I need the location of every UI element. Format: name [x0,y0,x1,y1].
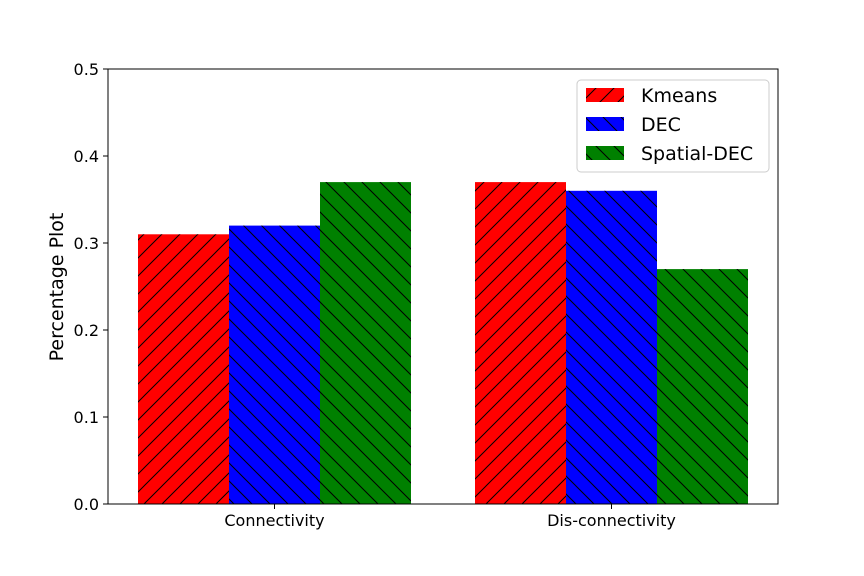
y-tick-label: 0.4 [74,147,99,166]
y-tick-label: 0.0 [74,495,99,514]
y-tick-label: 0.5 [74,60,99,79]
legend-label-kmeans: Kmeans [641,85,717,107]
y-tick-label: 0.1 [74,408,99,427]
bars-group [138,182,748,505]
bar-hatch-spatial-dec-dis-connectivity [657,269,748,504]
x-axis: Connectivity Dis-connectivity [224,504,676,530]
legend: Kmeans DEC Spatial-DEC [576,79,770,173]
y-axis: 0.0 0.1 0.2 0.3 0.4 0.5 [74,60,108,514]
bar-hatch-dec-dis-connectivity [566,190,657,505]
legend-swatch-hatch-spatial-dec [586,146,624,160]
bar-hatch-kmeans-dis-connectivity [475,182,566,504]
bar-hatch-dec-connectivity [229,225,320,504]
legend-swatch-hatch-kmeans [586,88,624,102]
x-tick-label: Connectivity [224,511,324,530]
legend-swatch-hatch-dec [586,117,624,131]
plot-area-frame [107,68,779,505]
legend-label-dec: DEC [641,114,681,136]
legend-frame [576,79,770,173]
y-tick-label: 0.2 [74,321,99,340]
y-axis-label: Percentage Plot [46,213,68,362]
bar-hatch-kmeans-connectivity [138,234,229,505]
y-tick-label: 0.3 [74,234,99,253]
x-tick-label: Dis-connectivity [547,511,676,530]
legend-label-spatial-dec: Spatial-DEC [641,143,753,165]
bar-hatch-spatial-dec-connectivity [320,182,411,504]
